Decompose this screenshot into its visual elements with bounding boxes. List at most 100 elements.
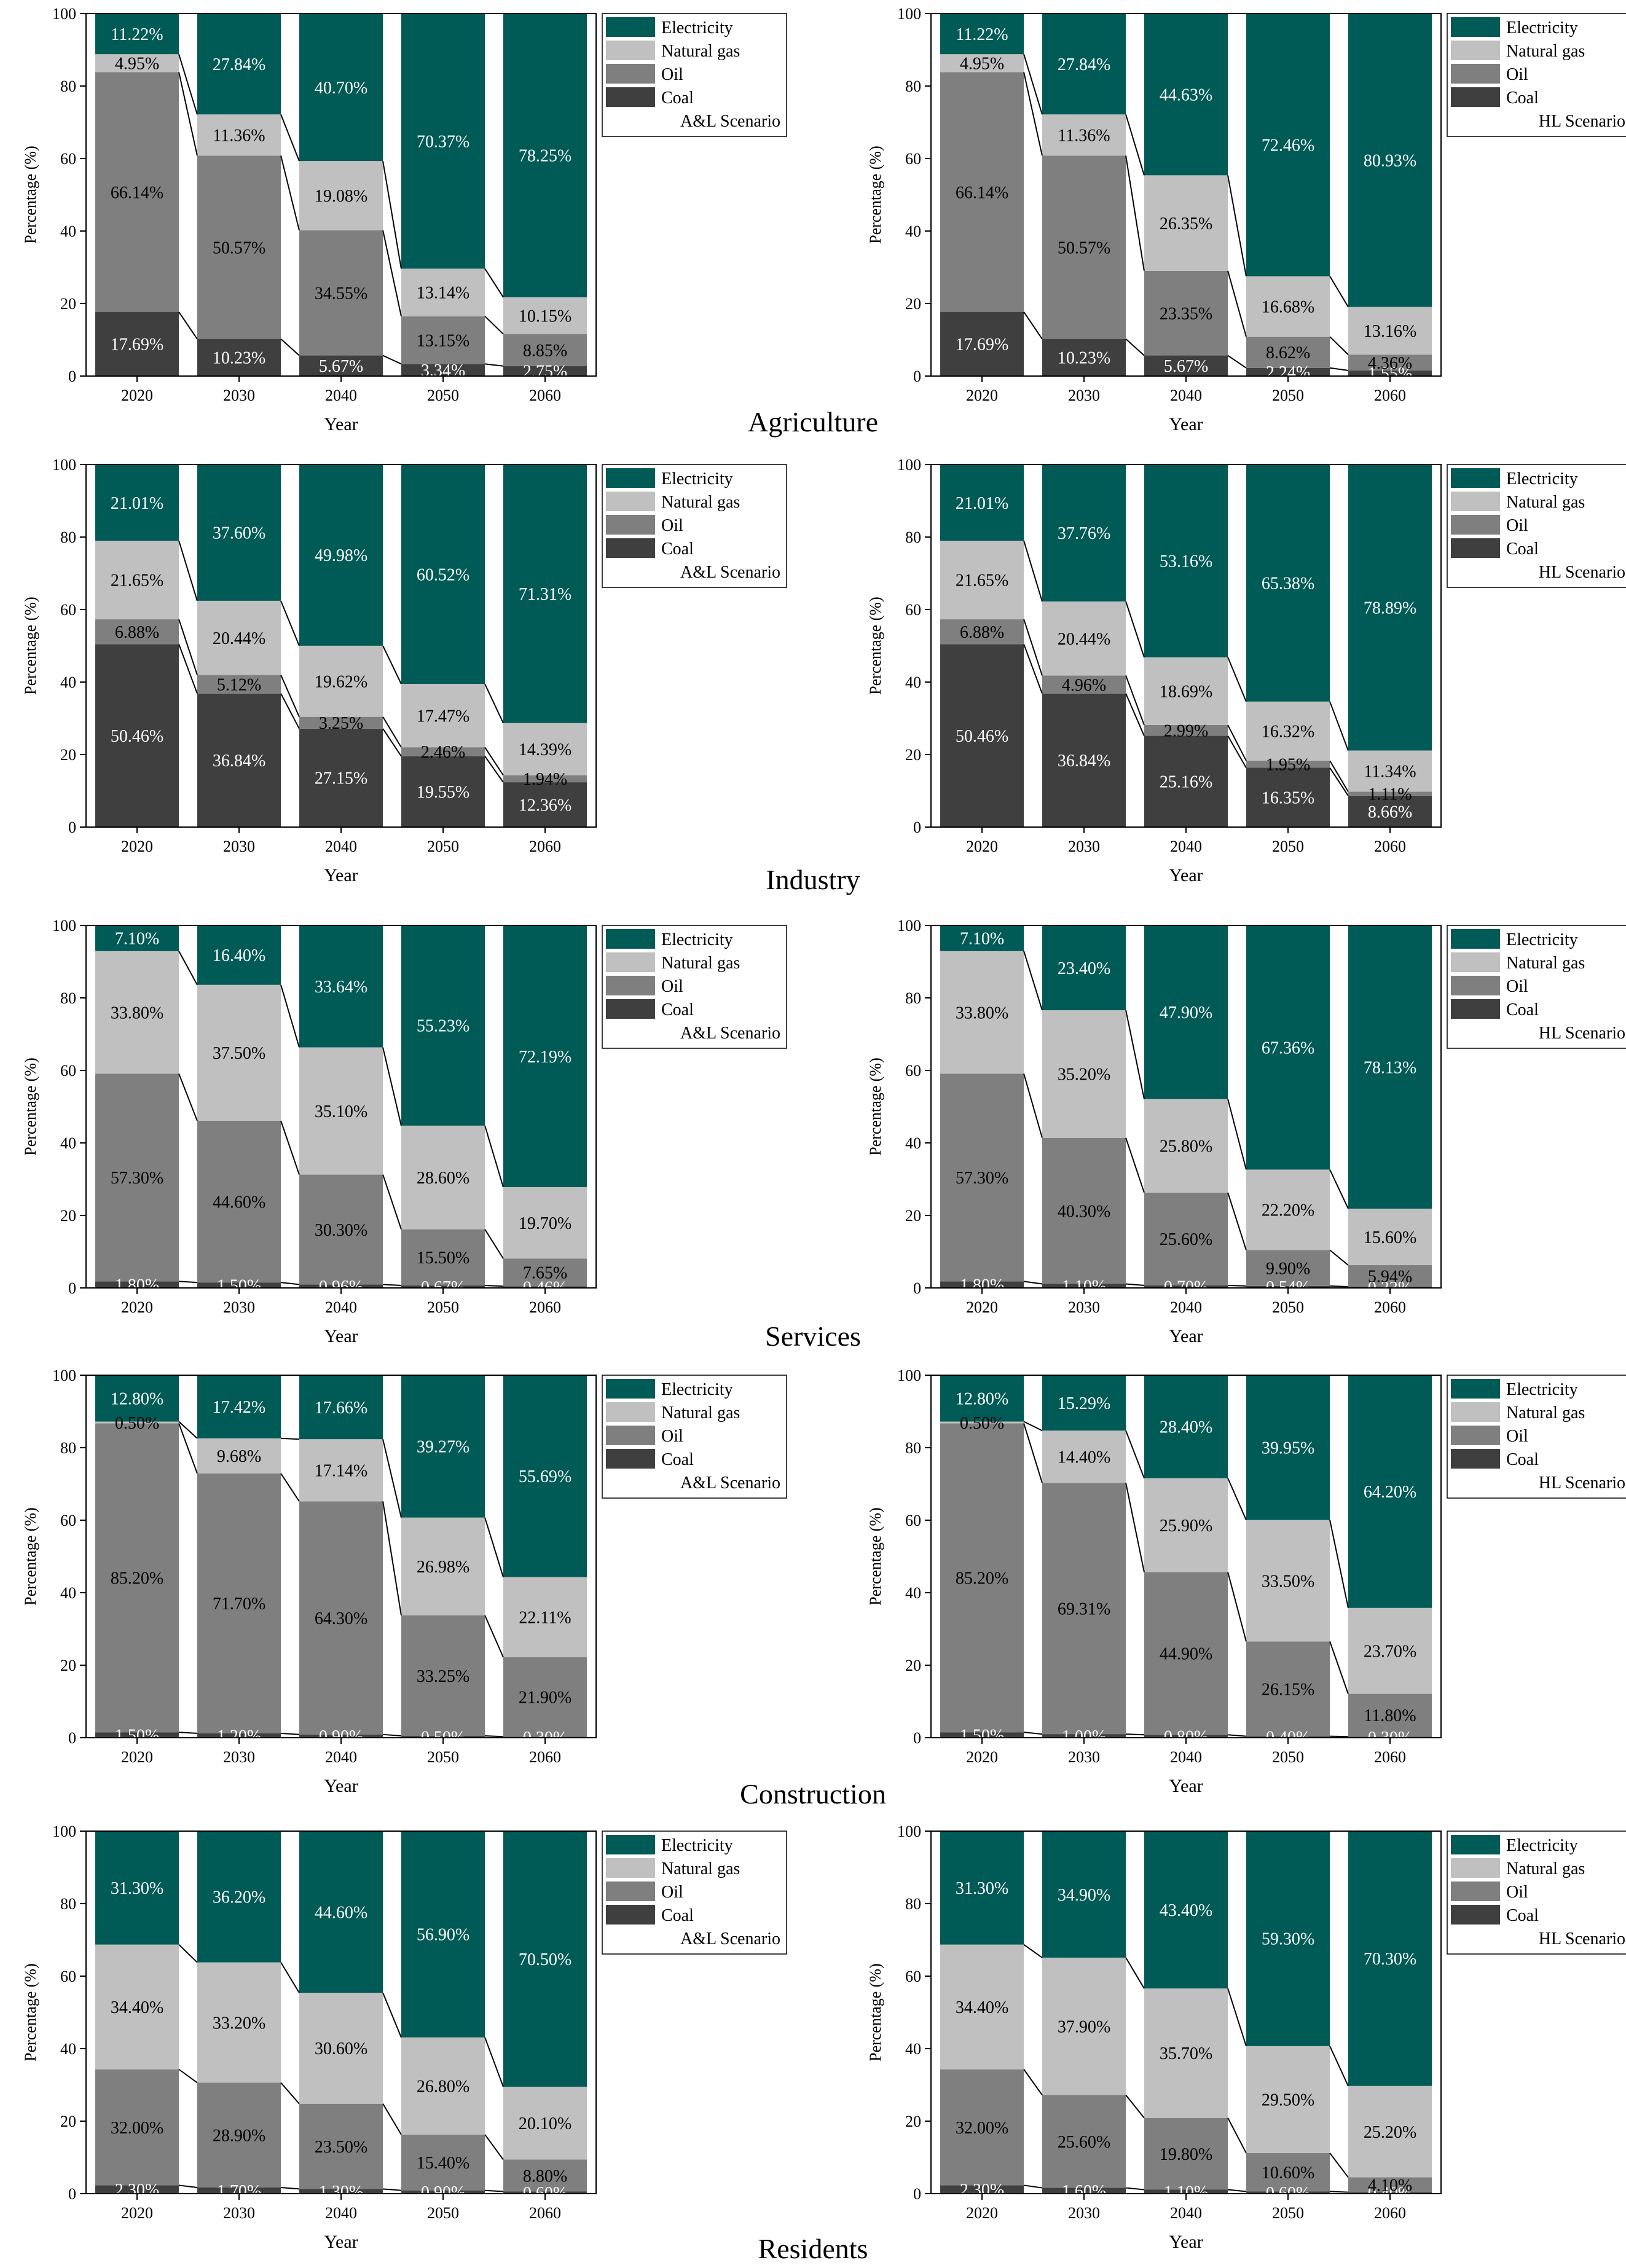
y-tick-label-0: 0: [68, 1279, 76, 1297]
bar-electricity-2050: [401, 1831, 485, 2038]
connector-line-2040-0: [1227, 355, 1247, 369]
y-tick-label-40: 40: [905, 1584, 921, 1602]
y-tick-label-100: 100: [52, 456, 76, 474]
connector-line-2050-1: [1329, 1641, 1349, 1694]
legend-label-oil: Oil: [661, 516, 683, 535]
bar-oil-2030: [197, 1473, 281, 1733]
bar-coal-2050: [1246, 767, 1330, 827]
data-label-electricity-2050: 39.27%: [417, 1438, 469, 1457]
bar-coal-2040: [1144, 1285, 1228, 1288]
bar-oil-2050: [401, 1615, 485, 1736]
connector-line-2050-2: [1329, 2046, 1349, 2087]
legend-label-natural-gas: Natural gas: [661, 1403, 740, 1422]
data-label-electricity-2020: 21.01%: [956, 494, 1008, 513]
bar-natural-gas-2040: [299, 1047, 383, 1175]
bar-electricity-2040: [299, 465, 383, 646]
data-label-natural-gas-2050: 16.32%: [1262, 723, 1314, 742]
x-tick-label-2040: 2040: [1170, 1748, 1202, 1766]
connector-line-2050-1: [484, 1615, 504, 1658]
data-label-natural-gas-2040: 35.70%: [1160, 2044, 1212, 2063]
data-label-electricity-2060: 80.93%: [1364, 152, 1416, 171]
bar-electricity-2030: [1042, 1375, 1126, 1431]
data-label-natural-gas-2060: 23.70%: [1364, 1642, 1416, 1661]
y-tick-label-40: 40: [60, 1134, 76, 1152]
legend-swatch-natural-gas: [606, 952, 655, 972]
data-label-coal-2020: 17.69%: [111, 335, 163, 355]
y-tick-label-0: 0: [913, 1279, 921, 1297]
data-label-natural-gas-2050: 28.60%: [417, 1169, 469, 1188]
bar-natural-gas-2040: [299, 161, 383, 230]
connector-line-2040-1: [382, 1174, 402, 1230]
x-tick-label-2040: 2040: [325, 2204, 357, 2222]
bar-oil-2060: [503, 2159, 587, 2192]
bar-natural-gas-2040: [1144, 1988, 1228, 2118]
y-tick-label-0: 0: [913, 2185, 921, 2203]
data-label-electricity-2030: 36.20%: [213, 1888, 265, 1907]
data-label-oil-2040: 64.30%: [315, 1609, 367, 1628]
y-tick-label-20: 20: [60, 2113, 76, 2130]
connector-line-2020-0: [1023, 1732, 1043, 1735]
connector-line-2050-1: [484, 315, 504, 335]
bar-natural-gas-2030: [197, 984, 281, 1121]
connector-line-2040-1: [382, 230, 402, 316]
data-label-oil-2020: 32.00%: [956, 2119, 1008, 2138]
bar-oil-2030: [1042, 1137, 1126, 1284]
bar-natural-gas-2060: [503, 1577, 587, 1658]
data-label-natural-gas-2040: 25.90%: [1160, 1517, 1212, 1536]
data-label-electricity-2050: 55.23%: [417, 1017, 469, 1036]
connector-line-2040-1: [1227, 724, 1247, 761]
legend-swatch-natural-gas: [1451, 492, 1500, 511]
data-label-natural-gas-2050: 26.98%: [417, 1558, 469, 1577]
data-label-oil-2020: 6.88%: [115, 623, 159, 642]
y-tick-label-100: 100: [897, 456, 921, 474]
x-tick-label-2020: 2020: [121, 2204, 153, 2222]
data-label-coal-2050: 19.55%: [417, 783, 469, 802]
bar-oil-2040: [299, 1501, 383, 1735]
legend-swatch-electricity: [606, 929, 655, 949]
y-tick-label-20: 20: [905, 746, 921, 764]
data-label-natural-gas-2060: 14.39%: [519, 740, 571, 759]
x-tick-label-2030: 2030: [223, 387, 255, 404]
legend-swatch-oil: [606, 515, 655, 535]
data-label-natural-gas-2030: 35.20%: [1058, 1065, 1110, 1085]
data-label-natural-gas-2050: 13.14%: [417, 284, 469, 303]
connector-line-2030-2: [1125, 1010, 1145, 1099]
connector-line-2020-1: [178, 1073, 198, 1121]
bar-electricity-2040: [1144, 14, 1228, 176]
data-label-electricity-2050: 39.95%: [1262, 1439, 1314, 1458]
legend-scenario-label: A&L Scenario: [680, 563, 780, 582]
connector-line-2050-1: [484, 2134, 504, 2160]
data-label-electricity-2020: 7.10%: [960, 930, 1004, 949]
bar-coal-2050: [401, 364, 485, 376]
bar-oil-2060: [503, 1258, 587, 1287]
connector-line-2030-2: [280, 984, 300, 1048]
data-label-oil-2050: 13.15%: [417, 331, 469, 350]
bar-oil-2060: [1348, 1265, 1432, 1287]
x-tick-label-2020: 2020: [966, 1298, 998, 1316]
x-tick-label-2060: 2060: [529, 1298, 561, 1316]
data-label-oil-2060: 1.11%: [1368, 785, 1412, 804]
y-tick-label-100: 100: [52, 1367, 76, 1384]
data-label-electricity-2030: 23.40%: [1058, 959, 1110, 978]
bar-electricity-2020: [940, 14, 1024, 55]
bar-electricity-2060: [1348, 14, 1432, 307]
y-tick-label-20: 20: [60, 1207, 76, 1225]
data-label-natural-gas-2040: 30.60%: [315, 2039, 367, 2058]
bar-electricity-2030: [1042, 14, 1126, 115]
connector-line-2040-1: [1227, 2117, 1247, 2154]
bar-oil-2020: [940, 1423, 1024, 1733]
bar-electricity-2050: [1246, 1375, 1330, 1520]
connector-line-2030-0: [280, 1282, 300, 1285]
bar-natural-gas-2050: [1246, 1169, 1330, 1250]
bar-coal-2060: [503, 1286, 587, 1288]
data-label-oil-2060: 11.80%: [1364, 1706, 1416, 1725]
legend-swatch-coal: [606, 999, 655, 1019]
x-tick-label-2040: 2040: [1170, 838, 1202, 855]
connector-line-2020-1: [178, 619, 198, 675]
data-label-natural-gas-2030: 20.44%: [213, 629, 265, 648]
bar-coal-2040: [299, 1284, 383, 1288]
legend-swatch-electricity: [606, 468, 655, 488]
legend-label-natural-gas: Natural gas: [661, 42, 740, 61]
bar-coal-2050: [1246, 1736, 1330, 1738]
connector-line-2040-0: [1227, 1734, 1247, 1737]
